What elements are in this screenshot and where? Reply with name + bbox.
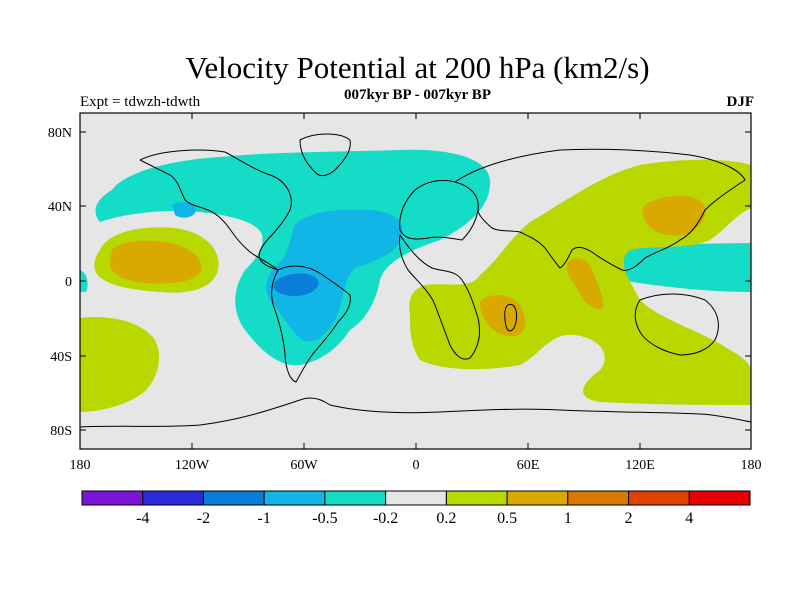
chart-subtitle: 007kyr BP - 007kyr BP: [344, 87, 491, 103]
colorbar-swatch: [506, 490, 569, 506]
colorbar: -4 -2 -1 -0.5 -0.2 0.2 0.5 1 2 4: [81, 490, 751, 527]
coast-south-america: [271, 265, 351, 383]
colorbar-label: 0.2: [436, 510, 456, 527]
colorbar-label: -0.2: [373, 510, 398, 527]
coast-madagascar: [504, 303, 517, 332]
negative-region-cyan: [266, 209, 403, 342]
lat-tick-label: 0: [65, 275, 72, 290]
colorbar-swatch: [81, 490, 144, 506]
contour-field: [80, 113, 751, 449]
lat-tick-label: 40S: [50, 350, 72, 365]
coast-greenland: [299, 133, 351, 177]
colorbar-label: -1: [258, 510, 271, 527]
colorbar-swatch: [142, 490, 204, 506]
season-label: DJF: [726, 94, 755, 110]
colorbar-swatch: [445, 490, 508, 506]
positive-region-gold-pacific: [109, 240, 202, 284]
lon-tick-label: 120E: [625, 458, 655, 473]
colorbar-label: 2: [625, 510, 633, 527]
colorbar-label: 0.5: [497, 510, 517, 527]
positive-region-green-south-pacific: [80, 317, 160, 412]
lon-tick-label: 120W: [175, 458, 210, 473]
latitude-axis: 80N 40N 0 40S 80S: [48, 126, 751, 439]
negative-region-teal-west-pacific: [593, 243, 751, 292]
colorbar-label: -0.5: [312, 510, 337, 527]
colorbar-swatch: [628, 490, 690, 506]
colorbar-swatch: [567, 490, 630, 506]
colorbar-swatch: [263, 490, 326, 506]
positive-region-gold-india: [566, 258, 604, 310]
lon-tick-label: 180: [70, 458, 91, 473]
colorbar-swatch: [688, 490, 751, 506]
positive-region-gold-japan: [642, 195, 706, 236]
chart-title: Velocity Potential at 200 hPa (km2/s): [185, 50, 650, 85]
negative-region-blue: [273, 273, 319, 297]
colorbar-label: 1: [564, 510, 572, 527]
colorbar-label: -4: [136, 510, 149, 527]
coast-australia: [634, 293, 719, 356]
colorbar-label: 4: [685, 510, 693, 527]
coast-asia: [454, 148, 746, 271]
negative-region-cyan-small: [172, 202, 196, 218]
positive-region-gold-madagascar: [479, 295, 526, 337]
lat-tick-label: 80S: [50, 424, 72, 439]
lon-tick-label: 60E: [517, 458, 540, 473]
colorbar-swatch: [324, 490, 387, 506]
colorbar-label: -2: [197, 510, 210, 527]
coast-antarctica: [80, 397, 751, 428]
lon-tick-label: 0: [413, 458, 420, 473]
lon-tick-label: 180: [741, 458, 762, 473]
colorbar-swatch: [385, 490, 447, 506]
longitude-axis: 180 120W 60W 0 60E 120E 180: [70, 113, 762, 473]
lat-tick-label: 40N: [48, 200, 72, 215]
lat-tick-label: 80N: [48, 126, 72, 141]
coastlines: [80, 133, 751, 428]
lon-tick-label: 60W: [290, 458, 318, 473]
colorbar-swatch: [202, 490, 265, 506]
experiment-label: Expt = tdwzh-tdwth: [80, 94, 201, 110]
